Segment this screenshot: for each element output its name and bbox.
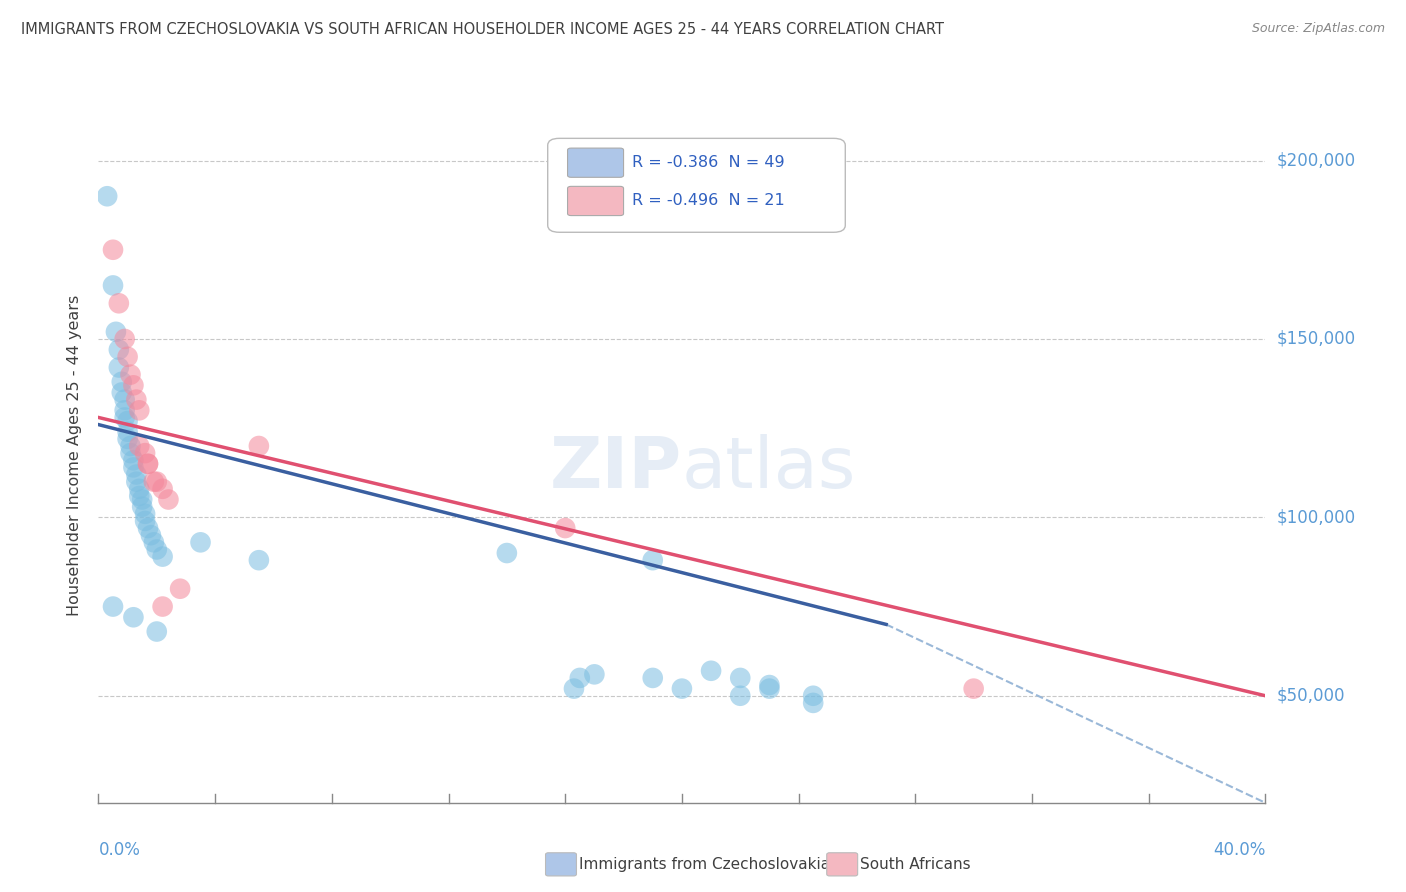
Point <box>114 392 136 407</box>
Point <box>146 624 169 639</box>
Point <box>190 535 212 549</box>
Point <box>122 610 145 624</box>
Y-axis label: Householder Income Ages 25 - 44 years: Householder Income Ages 25 - 44 years <box>67 294 83 615</box>
Text: ZIP: ZIP <box>550 434 682 503</box>
FancyBboxPatch shape <box>548 138 845 232</box>
Point <box>122 378 145 392</box>
Point <box>117 425 139 439</box>
Point <box>125 392 148 407</box>
Point <box>139 528 162 542</box>
Point <box>169 582 191 596</box>
Text: $100,000: $100,000 <box>1277 508 1355 526</box>
Point <box>108 360 131 375</box>
Point <box>152 599 174 614</box>
Point <box>554 521 576 535</box>
Point <box>641 553 664 567</box>
Point <box>96 189 118 203</box>
Point <box>128 482 150 496</box>
Point <box>128 403 150 417</box>
Point <box>758 681 780 696</box>
Point <box>104 325 127 339</box>
Point <box>146 475 169 489</box>
Text: $150,000: $150,000 <box>1277 330 1355 348</box>
Text: R = -0.386  N = 49: R = -0.386 N = 49 <box>631 155 785 170</box>
Point <box>801 696 824 710</box>
Point <box>101 599 124 614</box>
Text: 0.0%: 0.0% <box>98 841 141 859</box>
Point <box>120 368 142 382</box>
Point <box>583 667 606 681</box>
Point <box>157 492 180 507</box>
Point <box>108 296 131 310</box>
Point <box>152 549 174 564</box>
Point <box>728 689 751 703</box>
Text: South Africans: South Africans <box>860 857 972 871</box>
Point <box>117 414 139 428</box>
Text: atlas: atlas <box>682 434 856 503</box>
Point <box>136 521 159 535</box>
Point <box>136 457 159 471</box>
Point <box>134 446 156 460</box>
Point <box>101 243 124 257</box>
Point <box>758 678 780 692</box>
Point <box>495 546 517 560</box>
Point <box>117 350 139 364</box>
Point <box>111 385 134 400</box>
Point <box>134 514 156 528</box>
Text: Immigrants from Czechoslovakia: Immigrants from Czechoslovakia <box>579 857 831 871</box>
Point <box>142 475 165 489</box>
Text: $200,000: $200,000 <box>1277 152 1355 169</box>
Point <box>247 439 270 453</box>
Point <box>700 664 723 678</box>
Point <box>728 671 751 685</box>
Point <box>142 535 165 549</box>
Point <box>801 689 824 703</box>
Point <box>108 343 131 357</box>
Point <box>114 332 136 346</box>
Point <box>131 500 153 514</box>
Point <box>134 507 156 521</box>
Text: R = -0.496  N = 21: R = -0.496 N = 21 <box>631 194 785 209</box>
Point <box>111 375 134 389</box>
Point <box>114 403 136 417</box>
Point <box>125 475 148 489</box>
Point <box>152 482 174 496</box>
Point <box>125 467 148 482</box>
Point <box>120 439 142 453</box>
Point <box>128 439 150 453</box>
Text: 40.0%: 40.0% <box>1213 841 1265 859</box>
FancyBboxPatch shape <box>568 186 623 216</box>
Point <box>120 446 142 460</box>
Point <box>247 553 270 567</box>
Text: IMMIGRANTS FROM CZECHOSLOVAKIA VS SOUTH AFRICAN HOUSEHOLDER INCOME AGES 25 - 44 : IMMIGRANTS FROM CZECHOSLOVAKIA VS SOUTH … <box>21 22 943 37</box>
Point <box>671 681 693 696</box>
Text: Source: ZipAtlas.com: Source: ZipAtlas.com <box>1251 22 1385 36</box>
Point <box>101 278 124 293</box>
Point <box>146 542 169 557</box>
Point <box>122 460 145 475</box>
Point <box>117 432 139 446</box>
Text: $50,000: $50,000 <box>1277 687 1346 705</box>
Point <box>114 410 136 425</box>
Point <box>136 457 159 471</box>
Point <box>568 671 591 685</box>
Point <box>131 492 153 507</box>
Point <box>962 681 984 696</box>
Point <box>122 453 145 467</box>
Point <box>562 681 585 696</box>
FancyBboxPatch shape <box>568 148 623 178</box>
Point <box>128 489 150 503</box>
Point <box>641 671 664 685</box>
